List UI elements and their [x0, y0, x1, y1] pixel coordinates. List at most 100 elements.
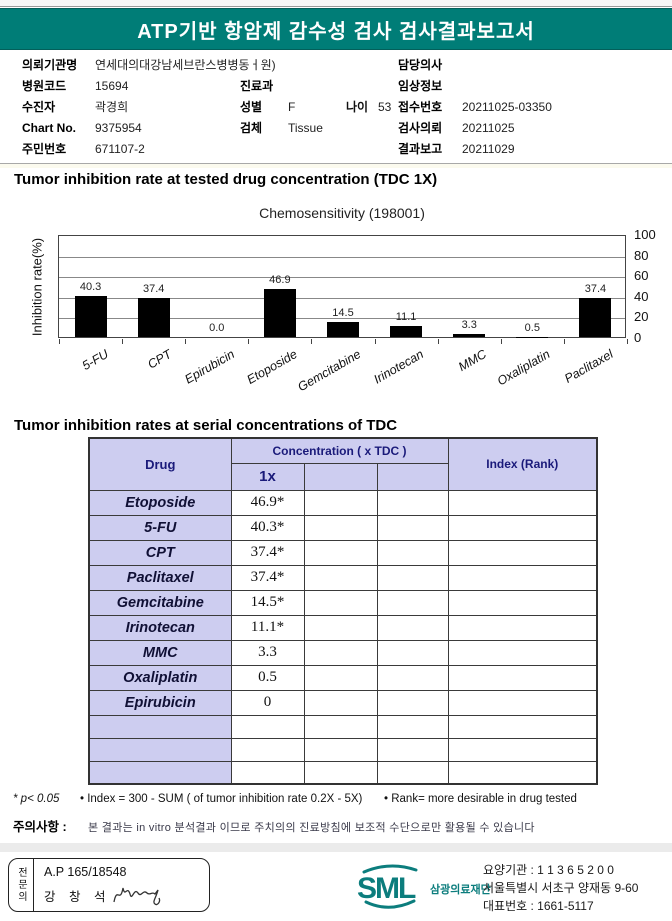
- patient-info-left: 의뢰기관명 연세대의대강남세브란스병병동ㅓ원) 병원코드 15694 수진자 곽…: [22, 54, 276, 159]
- concentration-cell: [303, 589, 378, 616]
- chart-gridline: [59, 318, 625, 320]
- concentration-cell: 40.3*: [230, 514, 305, 541]
- patient-row: 주민번호 671107-2: [22, 138, 276, 159]
- concentration-cell: [376, 760, 449, 785]
- drug-cell: Etoposide: [88, 489, 232, 516]
- concentration-cell: [376, 689, 449, 716]
- chart-bar-value: 0.5: [524, 321, 540, 334]
- concentration-cell: [303, 760, 378, 785]
- table-row: Epirubicin 0: [88, 689, 598, 716]
- field-label: Chart No.: [22, 120, 76, 135]
- chart-x-label: Oxaliplatin: [494, 347, 553, 389]
- field-label: 검체: [240, 121, 263, 135]
- chart-bar: [579, 298, 612, 337]
- table-header: Drug Concentration ( x TDC ) Index (Rank…: [88, 437, 598, 491]
- concentration-cell: 46.9*: [230, 489, 305, 516]
- specialist-name: 강 창 석: [44, 889, 111, 904]
- index-column-header: Index (Rank): [447, 437, 598, 491]
- drug-cell: [88, 714, 232, 739]
- patient-row: 병원코드 15694: [22, 75, 276, 96]
- chart-x-label: Irinotecan: [371, 347, 427, 387]
- specialist-name-row: 강 창 석: [44, 882, 209, 908]
- patient-row: 검사의뢰 20211025: [398, 117, 552, 138]
- patient-row: 결과보고 20211029: [398, 138, 552, 159]
- concentration-cell: 11.1*: [230, 614, 305, 641]
- field-label: 수진자: [22, 100, 56, 114]
- chart-x-label: Paclitaxel: [562, 347, 616, 386]
- chart-gridline: [59, 277, 625, 279]
- concentration-2-header: [303, 462, 378, 491]
- field-label: 의뢰기관명: [22, 58, 78, 72]
- chart-x-label: Etoposide: [244, 347, 300, 387]
- chart-title: Chemosensitivity (198001): [259, 205, 425, 221]
- index-cell: [447, 714, 598, 739]
- specialist-signature-box: 전문의 A.P 165/18548 강 창 석: [8, 858, 210, 912]
- table-section-heading: Tumor inhibition rates at serial concent…: [14, 417, 398, 434]
- concentration-cell: [376, 564, 449, 591]
- drug-column-header: Drug: [88, 437, 232, 491]
- chart-y-axis-label: Inhibition rate(%): [29, 237, 45, 337]
- chart-bar: [516, 336, 549, 337]
- concentration-cell: [303, 664, 378, 691]
- table-row: MMC 3.3: [88, 639, 598, 666]
- caution-label: 주의사항 :: [13, 820, 67, 834]
- field-value: 20211025: [462, 120, 515, 135]
- patient-row: 수진자 곽경희: [22, 96, 276, 117]
- field-value: 53: [378, 99, 392, 114]
- chart-y-tick-label: 20: [634, 309, 649, 325]
- field-label: 검사의뢰: [398, 121, 443, 135]
- chart-y-tick-label: 80: [634, 247, 649, 263]
- patient-row: 성별 F 나이 53: [240, 96, 436, 117]
- chart-plot: 40.3 37.4 0.0 46.9 14.5 11.1 3.3 0.5 37.4: [58, 235, 628, 344]
- chart-bar-value: 3.3: [461, 318, 477, 331]
- concentration-cell: [303, 564, 378, 591]
- chart-x-tick: [248, 339, 250, 344]
- concentration-cell: [376, 514, 449, 541]
- concentration-cell: 37.4*: [230, 539, 305, 566]
- concentration-cell: [303, 614, 378, 641]
- table-header-row: Drug Concentration ( x TDC ) Index (Rank…: [88, 437, 598, 491]
- table-row: [88, 760, 598, 785]
- concentration-3-header: [376, 462, 449, 491]
- patient-row: 의뢰기관명 연세대의대강남세브란스병병동ㅓ원): [22, 54, 276, 75]
- specialist-info: A.P 165/18548 강 창 석: [34, 859, 209, 911]
- lab-org-name: 삼광의료재단: [430, 884, 491, 896]
- chart-bar: [390, 325, 423, 337]
- chart-x-tick: [437, 339, 439, 344]
- table-body: Etoposide 46.9* 5-FU 40.3* CPT 37.4* Paclitaxe…: [88, 489, 598, 785]
- concentration-1x-header: 1x: [230, 462, 305, 491]
- concentration-cell: [303, 689, 378, 716]
- field-value: 20211025-03350: [462, 99, 552, 114]
- tdc-table: Drug Concentration ( x TDC ) Index (Rank…: [88, 437, 598, 785]
- chart-x-tick: [59, 339, 60, 344]
- concentration-cell: [376, 664, 449, 691]
- chart-gridline: [59, 256, 625, 258]
- chart-section-heading: Tumor inhibition rate at tested drug con…: [14, 171, 438, 188]
- concentration-cell: [376, 539, 449, 566]
- index-cell: [447, 489, 598, 516]
- table-row: 5-FU 40.3*: [88, 514, 598, 541]
- index-formula-footnote: • Index = 300 - SUM ( of tumor inhibitio…: [80, 793, 363, 805]
- signature-scribble-icon: [113, 887, 161, 906]
- concentration-column-header: Concentration ( x TDC ): [230, 437, 449, 464]
- patient-info-right: 담당의사 임상정보 접수번호 20211025-03350 검사의뢰 20211…: [398, 54, 552, 159]
- chart-bar: [327, 322, 359, 337]
- concentration-cell: [230, 760, 305, 785]
- chart-bar-value: 40.3: [79, 280, 102, 293]
- index-cell: [447, 737, 598, 762]
- concentration-cell: [303, 714, 378, 739]
- specialist-license: A.P 165/18548: [44, 865, 127, 879]
- drug-cell: Gemcitabine: [88, 589, 232, 616]
- top-strip: [0, 0, 672, 7]
- index-cell: [447, 664, 598, 691]
- concentration-cell: [376, 614, 449, 641]
- chart-x-tick: [122, 339, 124, 344]
- drug-cell: [88, 737, 232, 762]
- field-value: 9375954: [95, 120, 142, 135]
- chart-x-label: Epirubicin: [182, 347, 237, 387]
- lab-contact-info: 요양기관 : 1 1 3 6 5 2 0 0 서울특별시 서초구 양재동 9-6…: [483, 861, 638, 915]
- field-label: 임상정보: [398, 79, 443, 93]
- index-cell: [447, 514, 598, 541]
- field-label: 병원코드: [22, 79, 67, 93]
